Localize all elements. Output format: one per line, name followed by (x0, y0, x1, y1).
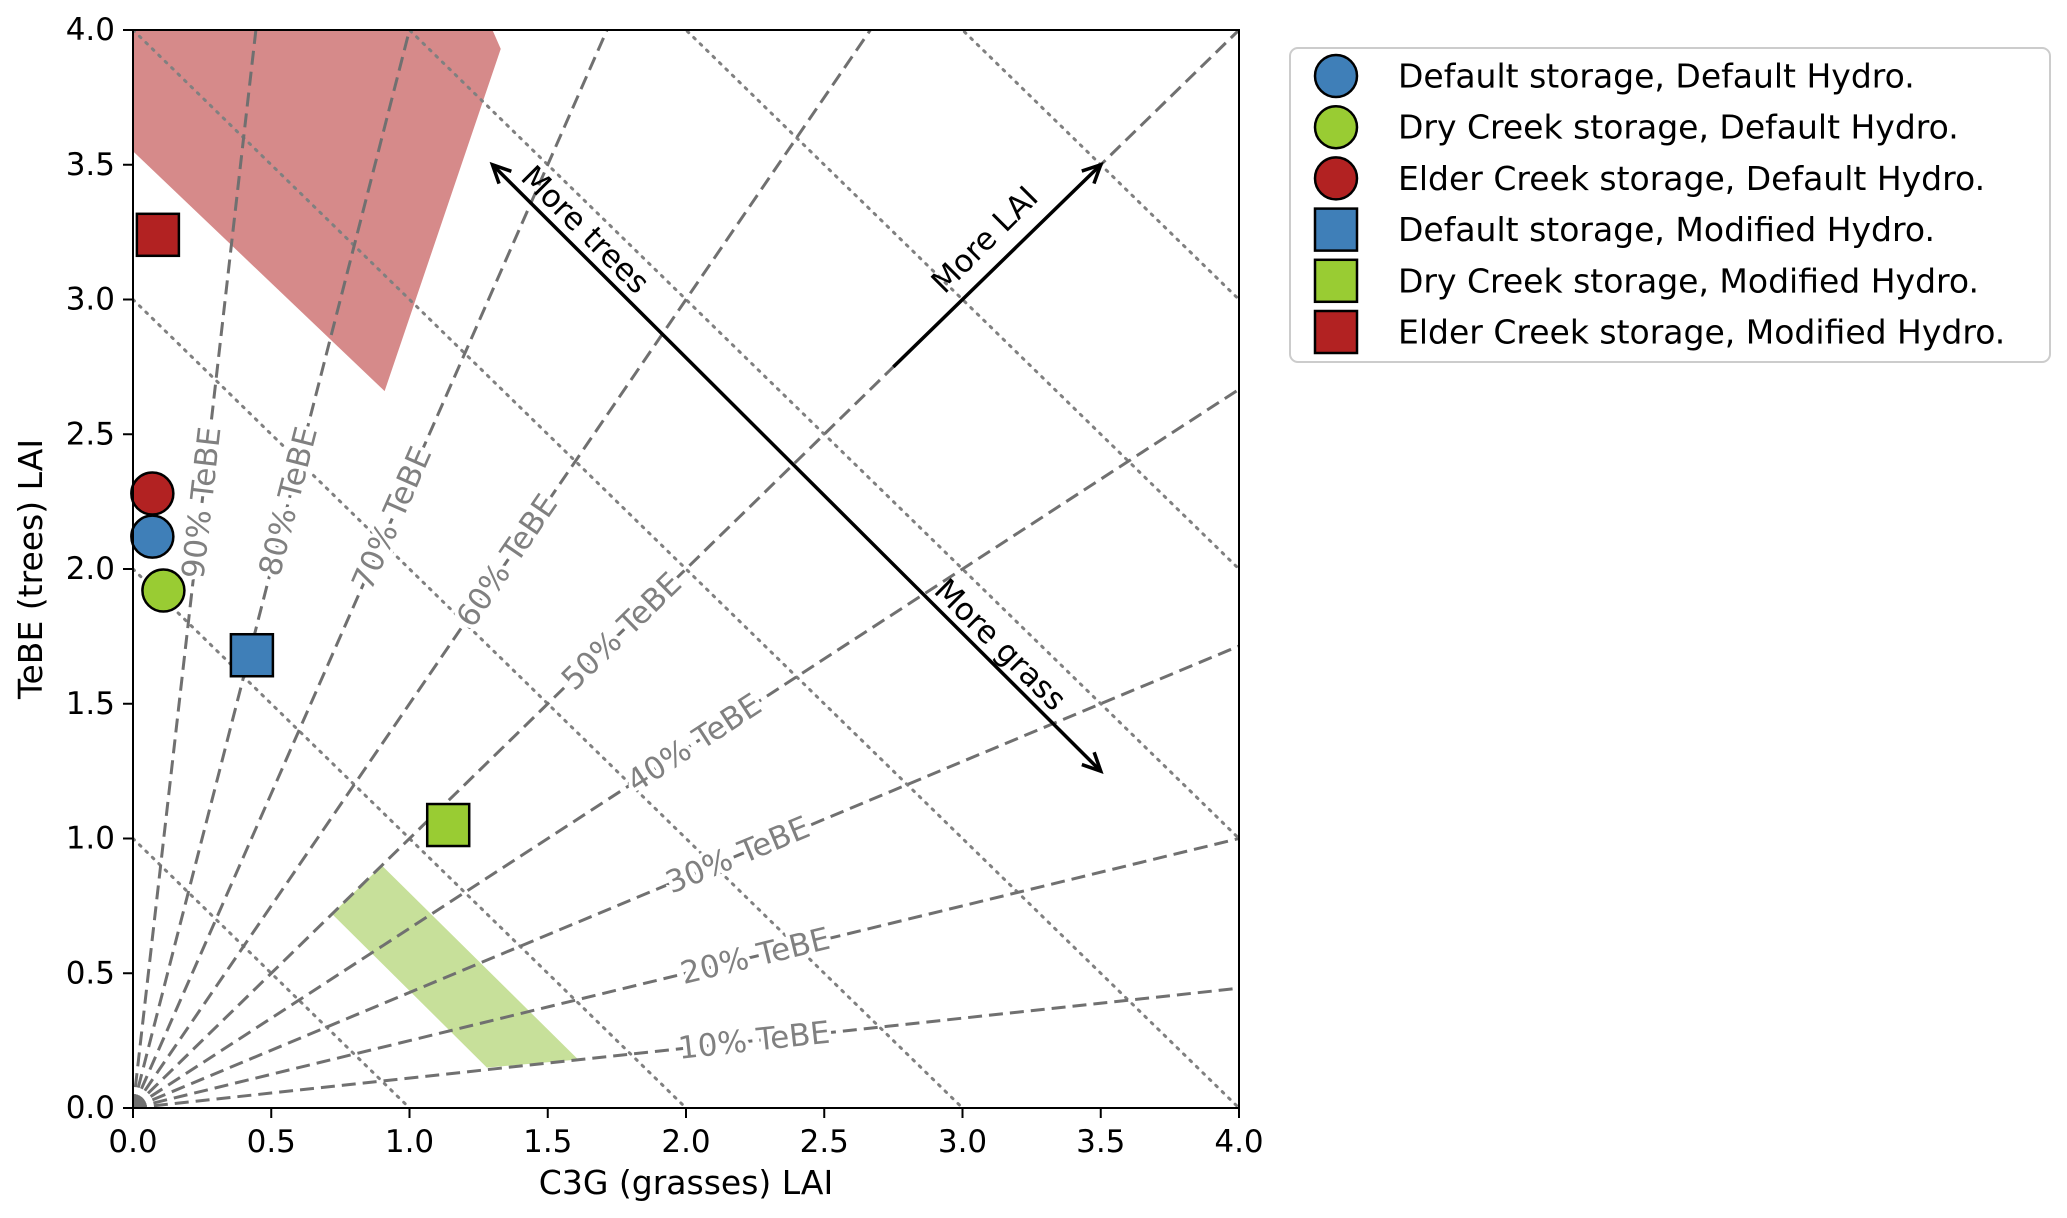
x-axis-label: C3G (grasses) LAI (539, 1163, 833, 1202)
y-axis-ticks: 0.0 0.5 1.0 1.5 2.0 2.5 3.0 3.5 4.0 (66, 12, 133, 1126)
shaded-region-2 (332, 865, 579, 1068)
y-tick-label: 3.5 (66, 147, 115, 183)
total-lai-line (407, 30, 1239, 841)
fraction-line (133, 30, 411, 1108)
data-point (425, 802, 471, 848)
legend-marker (1313, 309, 1359, 355)
fraction-line-label: 10% TeBE (676, 1015, 831, 1067)
fraction-line-label: 90% TeBE (175, 425, 228, 580)
x-tick-label: 3.0 (938, 1124, 987, 1160)
y-tick-label: 0.0 (66, 1090, 115, 1126)
legend-marker (1313, 156, 1359, 201)
fraction-line-label: 60% TeBE (449, 488, 565, 634)
y-tick-label: 2.5 (66, 416, 115, 452)
fraction-line-label: 40% TeBE (621, 687, 768, 800)
fraction-line-label: 30% TeBE (661, 809, 815, 901)
x-tick-label: 1.5 (523, 1124, 572, 1160)
trees-grass-arrow (491, 163, 1102, 773)
arrow-head (1081, 751, 1104, 774)
legend-marker (1313, 53, 1359, 99)
x-tick-label: 0.0 (108, 1124, 157, 1160)
fraction-line (133, 837, 1239, 1108)
y-tick-label: 2.0 (66, 551, 115, 587)
x-tick-label: 4.0 (1214, 1124, 1263, 1160)
fraction-line (133, 30, 609, 1108)
legend-marker (1313, 258, 1359, 304)
x-tick-label: 3.5 (1076, 1124, 1125, 1160)
legend-label: Elder Creek storage, Modified Hydro. (1398, 313, 2005, 352)
legend-label: Elder Creek storage, Default Hydro. (1398, 159, 1985, 198)
legend-marker (1313, 104, 1359, 150)
fraction-line (133, 388, 1239, 1108)
total-lai-line (133, 837, 411, 1108)
fraction-line (133, 30, 258, 1108)
x-tick-label: 2.5 (800, 1124, 849, 1160)
data-points (130, 212, 471, 848)
fraction-line (133, 986, 1239, 1108)
data-point (130, 471, 175, 516)
fraction-line (133, 30, 872, 1108)
more-lai-arrow (892, 163, 1102, 369)
legend-label: Dry Creek storage, Modified Hydro. (1398, 261, 1979, 300)
fraction-line-label: 50% TeBE (555, 566, 689, 698)
data-point (135, 212, 181, 258)
x-tick-label: 2.0 (661, 1124, 710, 1160)
y-tick-label: 3.0 (66, 282, 115, 318)
legend: Default storage, Default Hydro. Dry Creek… (1289, 47, 2051, 363)
y-tick-label: 1.0 (66, 821, 115, 857)
arrow-label-1: More trees (514, 159, 656, 301)
total-lai-line (133, 30, 1239, 1108)
arrow-label-3: More LAI (925, 180, 1046, 301)
x-axis-ticks: 0.0 0.5 1.0 1.5 2.0 2.5 3.0 3.5 4.0 (108, 1108, 1264, 1160)
shaded-region-1 (133, 30, 501, 392)
fraction-line-label: 20% TeBE (677, 921, 834, 992)
y-axis-label: TeBE (trees) LAI (11, 439, 50, 700)
legend-label: Dry Creek storage, Default Hydro. (1398, 108, 1959, 147)
y-tick-label: 0.5 (66, 955, 115, 991)
y-tick-label: 1.5 (66, 686, 115, 722)
data-point (141, 568, 186, 613)
legend-frame (1289, 47, 2051, 363)
arrow-head (1081, 161, 1104, 185)
data-point (229, 632, 275, 678)
x-tick-label: 0.5 (247, 1124, 296, 1160)
legend-label: Default storage, Default Hydro. (1398, 57, 1915, 96)
arrow-label-2: More grass (927, 572, 1073, 718)
y-tick-label: 4.0 (66, 12, 115, 48)
data-point (130, 514, 175, 559)
x-tick-label: 1.0 (385, 1124, 434, 1160)
legend-label: Default storage, Modified Hydro. (1398, 210, 1935, 249)
fraction-line-label: 80% TeBE (252, 423, 325, 580)
arrow-head (489, 161, 512, 185)
legend-marker (1313, 207, 1359, 252)
